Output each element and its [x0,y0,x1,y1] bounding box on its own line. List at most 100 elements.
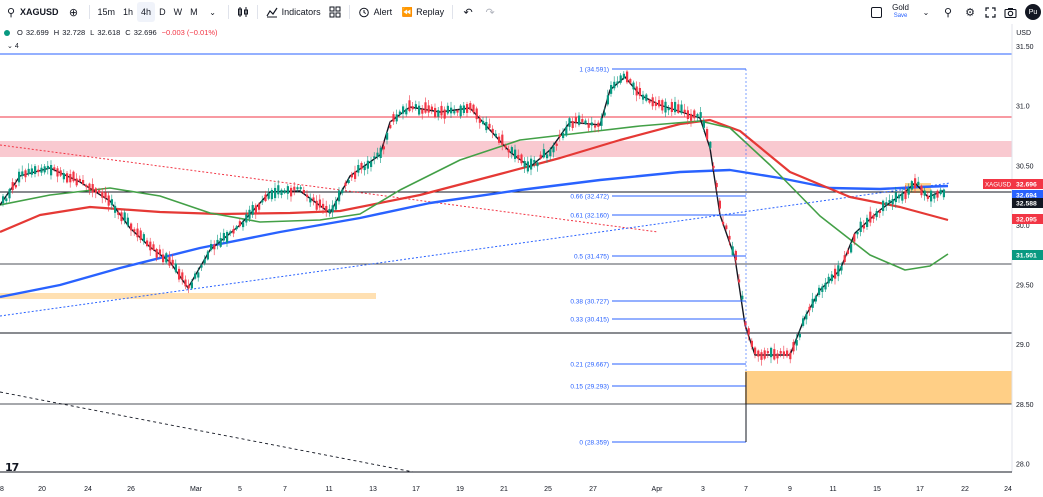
candle [53,167,56,170]
candle [59,170,62,176]
fib-level-label: 0.5 (31.475) [574,254,609,261]
price-label-value: 32.694 [1016,193,1037,200]
candles-icon [237,7,248,17]
candle [578,115,581,125]
candle [702,120,705,128]
candle [30,168,33,175]
candle [40,167,43,173]
compare-symbol-button[interactable]: ⊕ [63,2,85,22]
candle [338,190,341,202]
fullscreen-icon [985,6,996,18]
candle [296,187,299,190]
candle [792,342,795,352]
candle [366,160,369,169]
price-label-bg [1012,214,1043,224]
low-label: L [90,28,95,37]
layout-toggle-button[interactable] [867,2,886,22]
time-tick-label: 7 [744,486,748,493]
candle [491,128,494,133]
price-label-value: 32.095 [1016,217,1037,224]
candle [434,107,437,117]
candle [606,95,609,105]
candle [370,161,373,168]
candle [46,165,49,170]
candle [654,102,657,106]
candle [181,272,184,280]
candle [622,73,625,79]
candle [613,81,616,89]
fullscreen-button[interactable] [981,2,1000,22]
candle [638,87,641,96]
candle [450,107,453,114]
candle [581,119,584,122]
candle [885,202,888,206]
candle [251,204,254,215]
candle [693,110,696,119]
candle [728,235,731,240]
candle [152,244,155,250]
candle [85,185,88,188]
high-value: 32.728 [62,28,86,37]
candle [146,240,149,247]
interval-4h[interactable]: 4h [137,2,156,22]
interval-d[interactable]: D [159,7,166,17]
candle [165,253,168,263]
candle [805,314,808,320]
candle [101,191,104,198]
layout-name-button[interactable]: Gold Save [886,4,915,20]
layout-name: Gold [892,3,909,12]
currency-label[interactable]: USD [1016,30,1031,37]
candle [747,328,750,335]
time-tick-label: 19 [456,486,464,493]
square-icon [871,6,883,18]
layout-menu-button[interactable]: ⌄ [915,2,937,22]
redo-button[interactable]: ↷ [479,2,501,22]
interval-15m[interactable]: 15m [97,7,116,17]
undo-button[interactable]: ↶ [457,2,479,22]
candle [699,112,702,118]
redo-icon: ↷ [485,6,495,19]
indicators-icon [266,7,278,18]
templates-button[interactable] [325,2,345,22]
indicators-toggle[interactable]: ⌄ 4 [7,42,19,50]
candle [190,282,193,289]
replay-button[interactable]: ⏪ Replay [396,2,448,22]
candle [11,182,14,191]
candle [139,230,142,240]
snapshot-button[interactable] [1000,2,1021,22]
candle [174,263,177,272]
candle [610,84,613,94]
publish-button[interactable]: Pu [1025,4,1041,20]
interval-dropdown-button[interactable]: ⌄ [202,2,224,22]
chart-type-button[interactable] [233,2,253,22]
candle [648,100,651,103]
camera-icon [1004,7,1017,18]
candle [197,272,200,278]
quick-search-button[interactable]: ⚲ [937,2,959,22]
settings-button[interactable]: ⚙ [959,2,981,22]
symbol-search-button[interactable]: ⚲ XAGUSD [0,2,63,22]
candle [501,134,504,146]
candle [878,210,881,213]
alert-button[interactable]: Alert [354,2,397,22]
interval-1h[interactable]: 1h [123,7,134,17]
quick-search-icon: ⚲ [943,6,953,19]
candle [651,97,654,107]
close-value: 32.696 [133,28,157,37]
undo-icon: ↶ [463,6,473,19]
candle [770,347,773,358]
top-toolbar: ⚲ XAGUSD ⊕ 15m 1h 4h D W M ⌄ Indicators [0,0,1043,24]
candle [318,199,321,208]
time-tick-label: 11 [325,486,332,493]
interval-m[interactable]: M [190,7,198,17]
candle [926,195,929,199]
candle [219,238,222,247]
fib-level-label: 0.61 (32.160) [570,213,609,220]
candle [91,184,94,193]
candle [344,182,347,187]
interval-w[interactable]: W [173,7,183,17]
indicators-button[interactable]: Indicators [262,2,325,22]
candle [546,154,549,159]
candle [110,199,113,205]
